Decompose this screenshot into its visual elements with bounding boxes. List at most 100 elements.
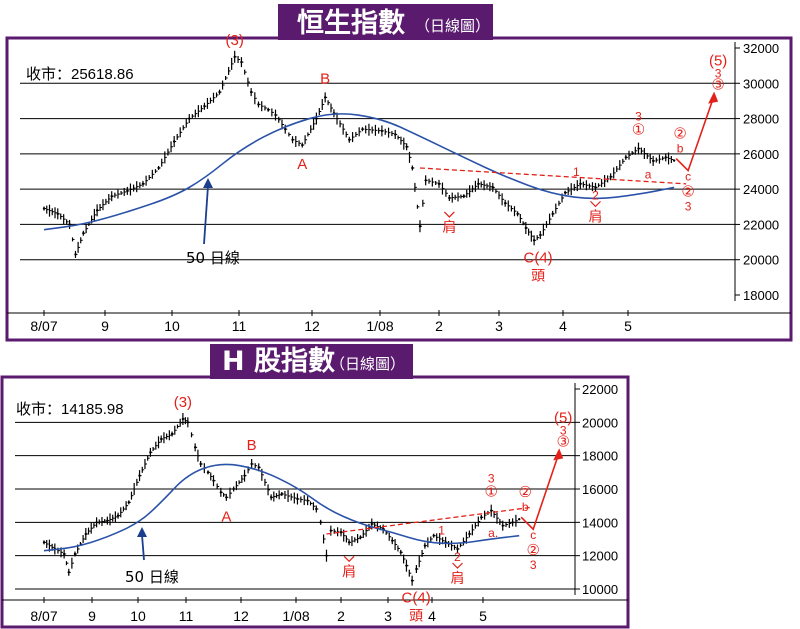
x-tick-label: 8/07: [30, 608, 57, 624]
circle-3-label: ③: [556, 433, 569, 450]
y-tick-label: 12000: [582, 549, 618, 564]
price-point: [462, 195, 466, 198]
shoulder-marker: [443, 211, 455, 218]
wave-b-label: B: [247, 437, 257, 454]
ma50-line: [43, 113, 675, 231]
price-point: [399, 551, 402, 554]
wave-3-label: (3): [226, 32, 244, 49]
subwave-3-label: 3: [488, 472, 495, 486]
price-point: [232, 487, 235, 491]
price-point: [411, 166, 414, 170]
y-tick-label: 18000: [743, 288, 779, 303]
projection-path: [520, 452, 560, 531]
price-point: [517, 518, 521, 521]
price-point: [84, 532, 88, 536]
price-point: [323, 96, 327, 99]
price-point: [347, 541, 351, 544]
price-point: [370, 522, 373, 526]
price-point: [532, 239, 536, 242]
x-tick-label: 4: [428, 608, 436, 624]
price-point: [624, 156, 628, 159]
wave-c4-label: C(4): [524, 249, 553, 266]
subwave-3-lower-label: 3: [530, 558, 537, 572]
y-tick-label: 26000: [743, 147, 779, 162]
y-tick-label: 18000: [582, 449, 618, 464]
shoulder-label: 肩: [442, 220, 456, 236]
projection-path: [675, 95, 715, 173]
ma50-label: 50 日線: [125, 568, 179, 586]
price-point: [291, 138, 294, 141]
wave-c4-label: C(4): [402, 590, 431, 607]
price-point: [423, 544, 427, 547]
price-point: [141, 182, 145, 186]
price-point: [405, 145, 408, 148]
y-tick-label: 22000: [743, 217, 779, 232]
price-point: [637, 147, 640, 150]
price-point: [203, 105, 206, 108]
x-tick-label: 3: [384, 608, 392, 624]
chart-subtitle: （日線圖）: [330, 355, 405, 373]
y-tick-label: 14000: [582, 515, 618, 530]
price-point: [664, 156, 667, 159]
chart-panel-1: 恒生指數 （日線圖） 32000 30000 28000 26000 24000 22000 2…: [5, 4, 793, 342]
price-point: [269, 496, 273, 499]
price-point: [181, 417, 185, 421]
wave-3-label: (3): [174, 394, 192, 411]
price-point: [82, 232, 85, 235]
subwave-2-label: 2: [592, 188, 599, 202]
price-point: [511, 521, 514, 524]
price-point: [468, 532, 471, 536]
price-point: [240, 60, 243, 64]
price-point: [218, 90, 221, 94]
price-point: [243, 474, 246, 477]
shoulder-marker: [590, 200, 601, 208]
y-tick-label: 32000: [743, 41, 779, 56]
price-point: [359, 536, 362, 539]
ma50-arrowhead: [137, 527, 147, 537]
price-point: [424, 179, 427, 182]
price-point: [380, 129, 384, 133]
wave-a-small-label: a.: [488, 526, 498, 540]
price-point: [501, 524, 504, 527]
x-tick-label: 11: [232, 318, 247, 334]
price-point: [490, 509, 493, 512]
x-tick-label: 4: [559, 318, 567, 334]
x-tick-label: 3: [495, 318, 503, 334]
price-point: [410, 579, 414, 582]
price-point: [157, 166, 160, 170]
ma50-arrow: [141, 534, 145, 561]
wave-c-small-label: c: [530, 528, 536, 542]
price-point: [579, 182, 582, 186]
y-tick-label: 10000: [582, 582, 618, 597]
title-banner: [210, 344, 413, 379]
wave-a-label: A: [297, 156, 307, 173]
neckline: [326, 506, 532, 535]
price-point: [42, 541, 46, 544]
chart-frame: [0, 375, 630, 629]
price-point: [219, 491, 223, 494]
price-point: [267, 108, 270, 111]
price-point: [503, 202, 507, 205]
price-point: [106, 519, 109, 522]
price-point: [319, 521, 322, 524]
chart-subtitle: （日線圖）: [415, 17, 490, 35]
price-point: [127, 501, 130, 504]
price-point: [651, 159, 655, 163]
price-point: [186, 421, 190, 424]
price-point: [95, 521, 98, 524]
wave-5-sub3-label: 3: [560, 423, 567, 437]
neckline: [419, 167, 687, 185]
price-point: [73, 552, 77, 556]
price-point: [348, 138, 351, 141]
x-tick-label: 5: [479, 608, 487, 624]
wave-b-label: B: [320, 70, 330, 87]
price-point: [233, 55, 236, 59]
price-point: [563, 191, 567, 194]
price-point: [110, 195, 113, 198]
price-point: [456, 547, 459, 551]
price-point: [193, 446, 197, 449]
price-point: [170, 432, 174, 436]
price-point: [394, 133, 397, 136]
price-point: [199, 462, 202, 466]
